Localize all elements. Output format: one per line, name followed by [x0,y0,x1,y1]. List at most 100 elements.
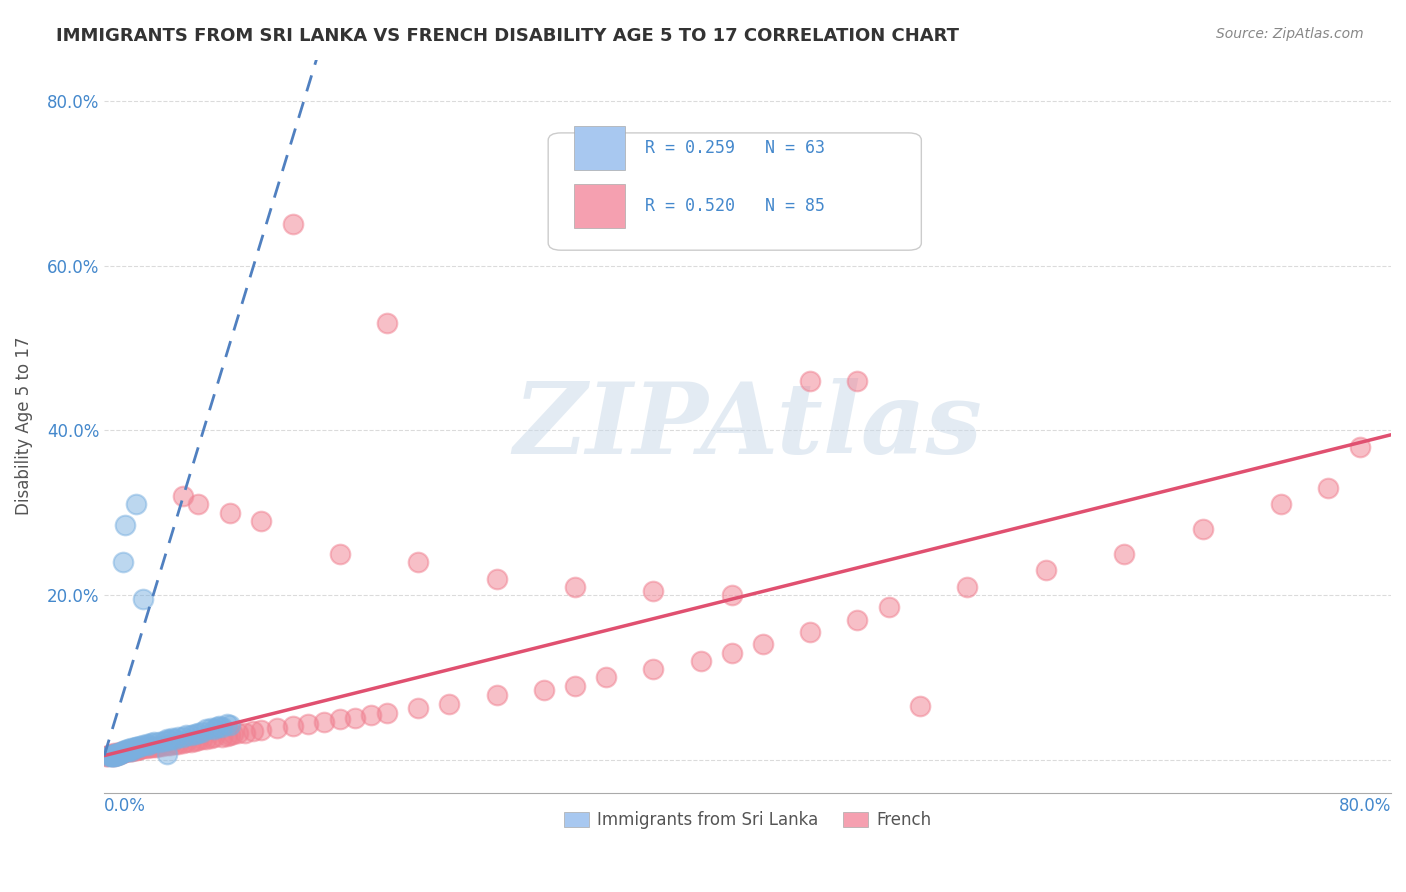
Point [167,737,190,751]
Text: R = 0.520   N = 85: R = 0.520 N = 85 [645,197,825,215]
Point [103,748,125,763]
Point [375,316,398,330]
Point [643,662,665,676]
Point [281,217,304,231]
Point [799,625,821,640]
Point [107,747,129,761]
Point [218,718,240,732]
Point [117,744,139,758]
Point [689,654,711,668]
Point [107,747,129,762]
Point [107,746,129,760]
Point [564,679,586,693]
Point [174,728,197,742]
Point [145,739,167,754]
Point [187,733,209,747]
Point [132,741,155,756]
Point [485,572,508,586]
Point [595,670,617,684]
Point [1270,497,1292,511]
Point [132,738,155,752]
Point [107,747,129,761]
Point [202,731,225,745]
Point [141,736,163,750]
Point [118,743,141,757]
Point [167,730,190,744]
Point [643,583,665,598]
Point [120,741,142,756]
Point [103,746,125,760]
Point [187,497,209,511]
Point [129,742,152,756]
Point [142,739,165,754]
Point [485,689,508,703]
Point [104,747,127,761]
Point [114,518,136,533]
Point [157,733,180,747]
Point [752,637,775,651]
Point [117,744,139,758]
Point [135,737,157,751]
Point [207,720,229,734]
Point [156,747,179,761]
Point [101,748,124,763]
Point [172,731,194,745]
Point [439,697,461,711]
Point [329,547,352,561]
Point [281,719,304,733]
Point [312,714,335,729]
Point [105,747,128,761]
Point [136,740,159,755]
Point [159,738,181,752]
Point [877,600,900,615]
Point [1114,547,1136,561]
Point [103,749,125,764]
Point [195,732,218,747]
Point [1348,440,1371,454]
Point [218,506,240,520]
Point [200,722,222,736]
Point [160,731,183,746]
Point [112,745,135,759]
Point [846,374,869,388]
Point [105,746,128,760]
Point [101,747,124,761]
Point [121,744,143,758]
Point [235,725,257,739]
Point [141,740,163,755]
Point [195,723,218,737]
Point [222,727,245,741]
Point [148,739,170,753]
Point [150,739,173,753]
Point [156,738,179,752]
Point [97,748,120,763]
Point [163,737,186,751]
Point [118,744,141,758]
Point [721,646,744,660]
Text: IMMIGRANTS FROM SRI LANKA VS FRENCH DISABILITY AGE 5 TO 17 CORRELATION CHART: IMMIGRANTS FROM SRI LANKA VS FRENCH DISA… [56,27,959,45]
Point [108,745,131,759]
Point [406,701,429,715]
Point [108,747,131,761]
Point [190,724,212,739]
Point [124,497,146,511]
Point [104,748,127,763]
Point [215,729,238,743]
Point [114,745,136,759]
Point [117,742,139,756]
Point [172,736,194,750]
Point [329,712,352,726]
Point [1035,563,1057,577]
Point [156,732,179,747]
Point [846,613,869,627]
Point [360,708,382,723]
Point [136,738,159,752]
Point [1191,522,1213,536]
Point [110,746,132,760]
Point [101,747,124,762]
Point [250,514,273,528]
Point [218,728,240,742]
Point [721,588,744,602]
Text: 0.0%: 0.0% [104,797,146,814]
Point [153,733,176,747]
